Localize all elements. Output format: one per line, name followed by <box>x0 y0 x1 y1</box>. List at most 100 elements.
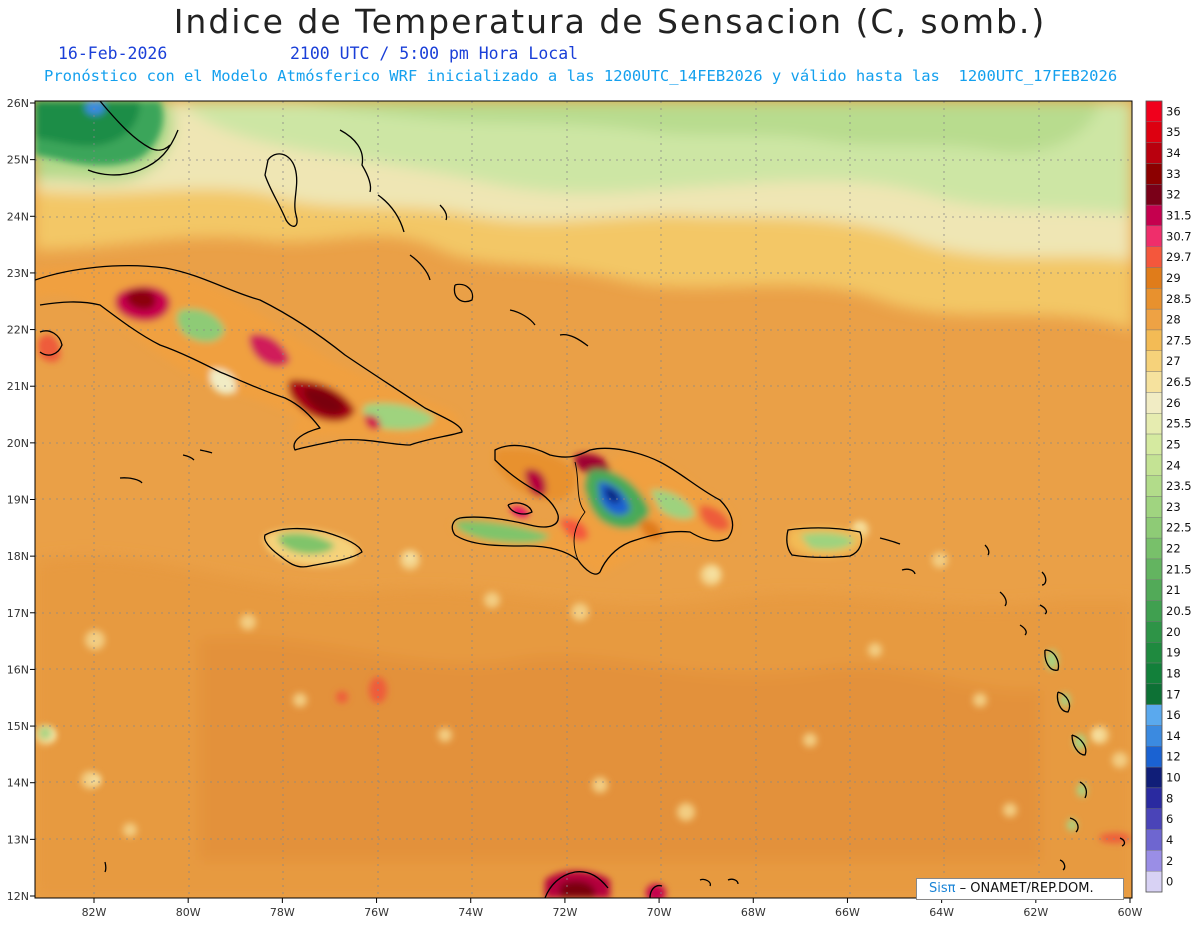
colorbar-label: 18 <box>1166 666 1181 680</box>
coast-bahamas-long <box>409 204 448 281</box>
colorbar-label: 20.5 <box>1166 604 1192 618</box>
colorbar-swatch <box>1145 537 1163 560</box>
coast-bahamas-eleuthera <box>339 129 372 193</box>
colorbar-label: 34 <box>1166 146 1181 160</box>
colorbar-label: 25.5 <box>1166 417 1192 431</box>
lat-label: 14N <box>7 777 29 790</box>
colorbar-label: 29.7 <box>1166 250 1192 264</box>
colorbar-swatch <box>1145 787 1163 809</box>
model-init-line: Pronóstico con el Modelo Atmósferico WRF… <box>44 67 1118 85</box>
colorbar-swatch <box>1145 579 1163 601</box>
colorbar-swatch <box>1145 725 1163 747</box>
colorbar-label: 2 <box>1166 854 1173 868</box>
colorbar-label: 22.5 <box>1166 521 1192 535</box>
map-field <box>35 101 1132 898</box>
colorbar-swatch <box>1145 204 1163 227</box>
coast-bahamas-andros <box>264 153 298 227</box>
colorbar-label: 27.5 <box>1166 333 1192 347</box>
lon-label: 64W <box>929 906 954 919</box>
colorbar: 363534333231.530.729.72928.52827.52726.5… <box>1145 100 1192 893</box>
colorbar-swatch <box>1145 475 1163 497</box>
colorbar-swatch <box>1145 621 1163 643</box>
colorbar-label: 22 <box>1166 542 1181 556</box>
field-hispaniola <box>450 448 735 575</box>
lon-label: 78W <box>270 906 295 919</box>
lat-label: 19N <box>7 494 29 507</box>
colorbar-swatch <box>1145 850 1163 872</box>
lat-label: 12N <box>7 890 29 903</box>
colorbar-label: 12 <box>1166 750 1181 764</box>
lat-label: 13N <box>7 833 29 846</box>
longitude-axis: 82W 80W 78W 76W 74W 72W 70W 68W 66W 64W 62W 60W <box>82 898 1143 919</box>
colorbar-swatch <box>1145 267 1163 289</box>
coastlines <box>35 101 1126 898</box>
colorbar-label: 8 <box>1166 791 1173 805</box>
colorbar-swatch <box>1145 413 1163 435</box>
field-south-band <box>35 555 1132 898</box>
colorbar-swatch <box>1145 683 1163 705</box>
lat-label: 23N <box>7 267 29 280</box>
colorbar-swatch <box>1145 766 1163 789</box>
coast-florida <box>87 101 179 176</box>
colorbar-label: 21.5 <box>1166 562 1192 576</box>
colorbar-swatch <box>1145 746 1163 768</box>
credit-box: Sisπ – ONAMET/REP.DOM. <box>916 878 1124 900</box>
colorbar-label: 26.5 <box>1166 375 1192 389</box>
colorbar-label: 6 <box>1166 812 1173 826</box>
lon-label: 80W <box>176 906 201 919</box>
coast-hispaniola <box>451 444 734 575</box>
field-puerto-rico <box>788 527 863 558</box>
lat-label: 21N <box>7 380 29 393</box>
colorbar-swatch <box>1145 100 1163 123</box>
colorbar-label: 25 <box>1166 437 1181 451</box>
lon-label: 66W <box>835 906 860 919</box>
colorbar-label: 31.5 <box>1166 208 1192 222</box>
colorbar-label: 10 <box>1166 771 1181 785</box>
lon-label: 60W <box>1118 906 1143 919</box>
lat-label: 20N <box>7 437 29 450</box>
colorbar-label: 20 <box>1166 625 1181 639</box>
coast-isla-juventud <box>39 330 63 356</box>
colorbar-swatch <box>1145 433 1163 456</box>
lat-label: 26N <box>7 97 29 110</box>
colorbar-label: 16 <box>1166 708 1181 722</box>
coast-turks-inagua <box>453 283 589 347</box>
lat-label: 15N <box>7 720 29 733</box>
coast-border <box>573 461 586 561</box>
lat-label: 22N <box>7 324 29 337</box>
colorbar-swatch <box>1145 350 1163 372</box>
colorbar-swatch <box>1145 308 1163 331</box>
colorbar-swatch <box>1145 163 1163 185</box>
lat-label: 25N <box>7 154 29 167</box>
colorbar-swatch <box>1145 870 1163 893</box>
colorbar-swatch <box>1145 288 1163 310</box>
colorbar-swatch <box>1145 704 1163 726</box>
colorbar-label: 33 <box>1166 167 1181 181</box>
lat-label: 24N <box>7 210 29 223</box>
colorbar-swatch <box>1145 662 1163 685</box>
colorbar-label: 17 <box>1166 687 1181 701</box>
lon-label: 82W <box>82 906 107 919</box>
map-grid <box>35 101 1132 898</box>
lon-label: 76W <box>364 906 389 919</box>
colorbar-label: 4 <box>1166 833 1173 847</box>
colorbar-swatch <box>1145 392 1163 414</box>
colorbar-label: 29 <box>1166 271 1181 285</box>
colorbar-label: 23.5 <box>1166 479 1192 493</box>
coast-south-america <box>104 861 739 898</box>
colorbar-label: 27 <box>1166 354 1181 368</box>
lon-label: 62W <box>1023 906 1048 919</box>
field-jamaica <box>264 528 358 567</box>
coast-antilles <box>984 544 1126 871</box>
colorbar-swatch <box>1145 121 1163 143</box>
colorbar-swatch <box>1145 142 1163 164</box>
colorbar-swatch <box>1145 371 1163 393</box>
sispi-logo: Sisπ <box>929 881 956 896</box>
coast-bahamas-exuma <box>377 194 405 233</box>
colorbar-swatch <box>1145 642 1163 664</box>
colorbar-label: 0 <box>1166 875 1173 889</box>
colorbar-label: 14 <box>1166 729 1181 743</box>
colorbar-swatch <box>1145 225 1163 247</box>
colorbar-label: 23 <box>1166 500 1181 514</box>
